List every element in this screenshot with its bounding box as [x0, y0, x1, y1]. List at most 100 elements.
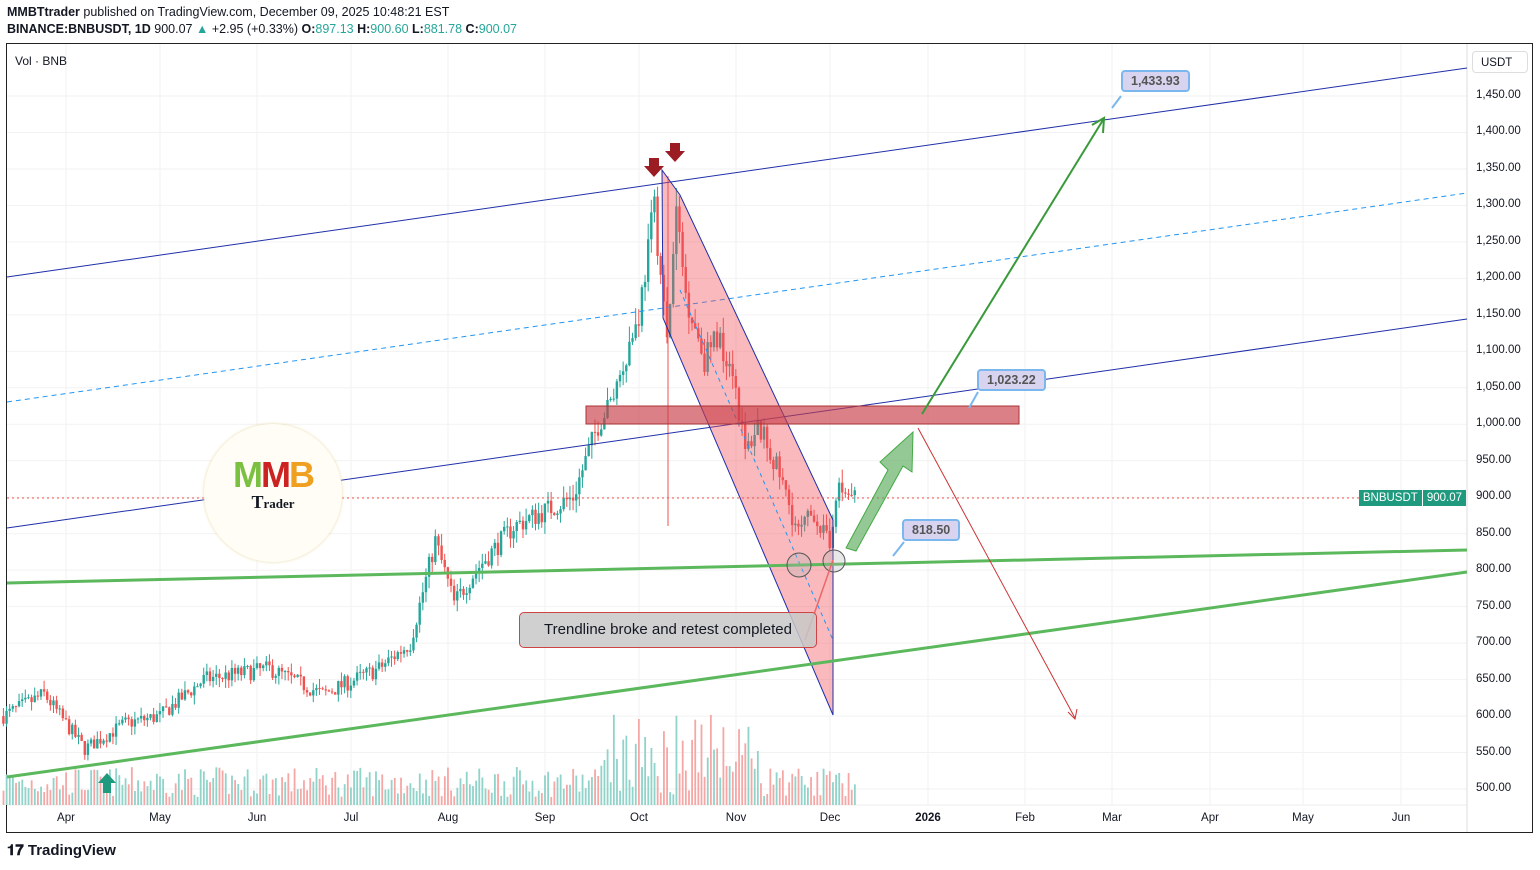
volume-bar: [246, 769, 249, 805]
volume-bar: [506, 796, 509, 805]
volume-bar: [616, 758, 618, 805]
candle-body: [643, 281, 647, 288]
volume-bar: [40, 786, 42, 805]
volume-bar: [581, 774, 584, 805]
volume-bar: [653, 762, 656, 805]
candle-body: [490, 548, 493, 566]
candle-body: [405, 650, 409, 652]
candle-body: [36, 695, 40, 697]
volume-bar: [797, 768, 800, 805]
volume-bar: [587, 780, 590, 805]
trendline-note[interactable]: Trendline broke and retest completed: [519, 612, 817, 648]
volume-bar: [356, 770, 359, 805]
candle-body: [290, 672, 293, 676]
volume-bar: [807, 787, 809, 805]
candle-body: [205, 671, 209, 675]
candle-body: [556, 513, 559, 515]
volume-bar: [544, 775, 546, 805]
volume-bar: [240, 790, 243, 805]
candle-body: [77, 734, 80, 737]
volume-bar: [572, 768, 575, 805]
author[interactable]: MMBTtrader: [7, 5, 80, 19]
target-mid-label[interactable]: 1,023.22: [977, 369, 1046, 391]
candle-body: [146, 717, 149, 721]
price-tick: 1,250.00: [1476, 234, 1521, 247]
candle-body: [374, 668, 378, 680]
tradingview-logo[interactable]: 𝟏𝟕 TradingView: [7, 842, 116, 859]
volume-bar: [553, 781, 556, 805]
candle-body: [296, 674, 299, 678]
candle-body: [80, 734, 83, 741]
volume-bar: [816, 771, 819, 805]
volume-bar: [124, 778, 127, 805]
symbol[interactable]: BINANCE:BNBUSDT, 1D: [7, 22, 151, 36]
volume-bar: [284, 781, 287, 805]
volume-bar: [822, 768, 825, 805]
volume-bar: [534, 796, 537, 805]
candle-body: [186, 690, 190, 693]
volume-bar: [24, 786, 27, 805]
volume-bar: [227, 793, 230, 805]
volume-bar: [741, 755, 744, 805]
candle-body: [139, 715, 143, 719]
candle-body: [199, 683, 202, 687]
volume-bar: [359, 767, 362, 805]
volume-bar: [112, 795, 114, 805]
volume-bar: [688, 790, 690, 805]
volume-bar: [747, 726, 750, 805]
volume-bar: [431, 770, 434, 805]
candle-body: [543, 503, 547, 523]
candle-body: [202, 674, 205, 684]
time-tick: Nov: [725, 812, 747, 824]
chart-pane[interactable]: [6, 43, 1533, 833]
volume-bar: [90, 770, 93, 805]
candle-body: [621, 371, 625, 375]
volume-bar: [212, 778, 215, 805]
volume-bar: [719, 777, 722, 805]
volume-bar: [716, 748, 719, 805]
candle-body: [312, 690, 315, 696]
volume-bar: [43, 792, 46, 805]
target-high-label[interactable]: 1,433.93: [1121, 70, 1190, 92]
last-price-tag: BNBUSDT 900.07: [1358, 490, 1466, 506]
candle-body: [637, 324, 640, 326]
price-tick: 1,000.00: [1476, 417, 1521, 430]
candle-body: [8, 708, 11, 711]
volume-bar: [2, 790, 5, 805]
candle-body: [380, 662, 384, 667]
volume-bar: [346, 774, 349, 805]
candle-body: [565, 497, 568, 500]
volume-bar: [118, 775, 121, 805]
down-arrow-icon: [665, 143, 685, 162]
bear-arrow: [917, 427, 1076, 719]
volume-bar: [58, 789, 61, 805]
volume-bar: [838, 772, 841, 805]
volume-bar: [49, 790, 52, 805]
volume-bar: [465, 771, 468, 805]
volume-bar: [362, 787, 365, 805]
candle-body: [277, 667, 281, 676]
support-label[interactable]: 818.50: [902, 519, 961, 541]
volume-bar: [87, 789, 89, 805]
volume-bar: [199, 769, 202, 805]
volume-bar: [440, 796, 443, 805]
candle-body: [227, 672, 230, 681]
candle-body: [471, 578, 475, 588]
price-tag-value: 900.07: [1421, 490, 1466, 506]
currency-button[interactable]: USDT: [1472, 51, 1528, 73]
volume-bar: [253, 790, 255, 805]
candle-body: [418, 602, 421, 625]
candle-body: [640, 287, 644, 326]
volume-bar: [487, 789, 490, 805]
volume-bar: [162, 778, 165, 805]
candle-body: [343, 676, 346, 688]
price-tick: 1,450.00: [1476, 89, 1521, 101]
volume-bar: [287, 773, 290, 805]
volume-bar: [694, 719, 697, 805]
candle-body: [412, 637, 415, 651]
candle-body: [797, 523, 800, 527]
volume-bar: [835, 774, 837, 805]
candle-body: [800, 524, 803, 527]
upper-channel-line: [6, 67, 1468, 278]
